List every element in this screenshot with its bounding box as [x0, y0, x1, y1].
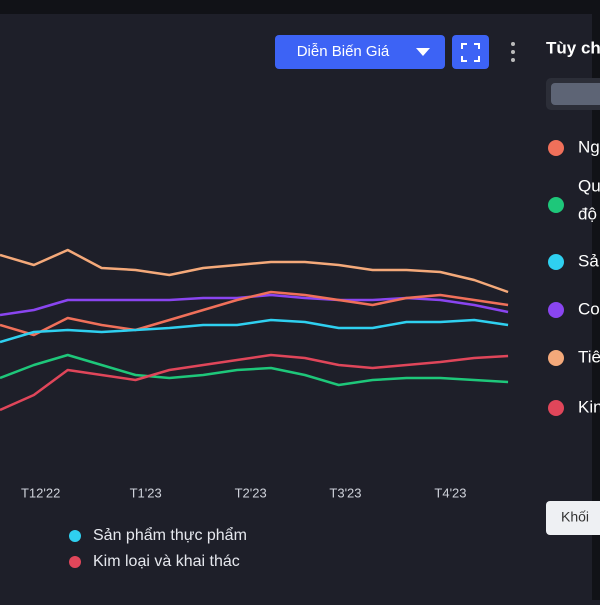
x-tick-label: T2'23	[235, 485, 267, 500]
x-tick-label: T1'23	[130, 485, 162, 500]
x-tick-label: T12'22	[21, 485, 60, 500]
panel-item: độ	[578, 204, 597, 223]
panel-button[interactable]	[546, 501, 600, 535]
series-line	[0, 353, 509, 412]
panel-item: Sả	[578, 251, 599, 270]
dropdown-arrow	[416, 48, 430, 56]
search-inner	[551, 83, 600, 105]
panel-item: Qu	[578, 176, 600, 195]
legend-swatch	[69, 556, 81, 568]
panel-item: Co	[578, 299, 600, 318]
panel-item: Ng	[578, 137, 600, 156]
right-edge	[592, 0, 600, 600]
panel-button-label: Khối	[561, 509, 589, 525]
fullscreen-button[interactable]	[452, 35, 489, 69]
view-label: Diễn Biến Giá	[297, 43, 390, 60]
legend-swatch	[69, 530, 81, 542]
fullscreen-icon	[461, 43, 480, 62]
panel-item: Kin	[578, 397, 600, 416]
panel-swatch	[548, 140, 564, 156]
series-line	[0, 318, 509, 344]
series-line	[0, 290, 509, 337]
legend-label: Sản phẩm thực phẩm	[93, 526, 247, 544]
panel-swatch	[548, 302, 564, 318]
panel-swatch	[548, 197, 564, 213]
x-tick-label: T4'23	[434, 485, 466, 500]
more-menu[interactable]	[511, 42, 515, 62]
top-bar	[0, 0, 600, 14]
series-line	[0, 353, 509, 387]
legend-label: Kim loại và khai thác	[93, 553, 240, 570]
panel-swatch	[548, 350, 564, 366]
x-tick-label: T3'23	[329, 485, 361, 500]
series-line	[0, 248, 509, 294]
view-dropdown[interactable]	[275, 35, 445, 69]
panel-swatch	[548, 400, 564, 416]
panel-item: Tiê	[578, 347, 600, 366]
panel-swatch	[548, 254, 564, 270]
panel-title: Tùy ch	[546, 38, 600, 57]
